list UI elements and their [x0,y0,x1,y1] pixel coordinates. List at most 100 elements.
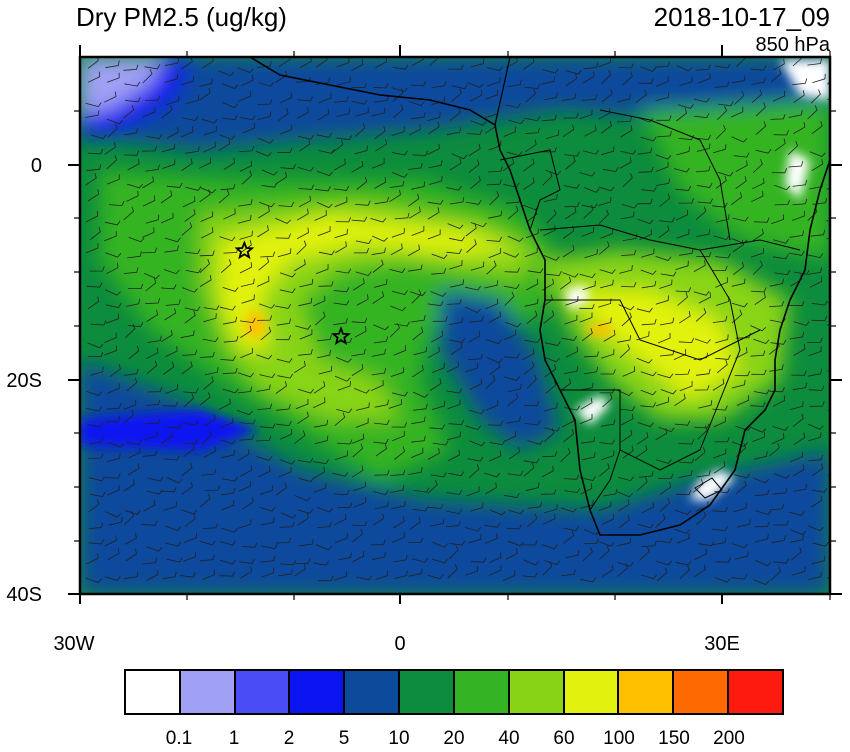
wind-barb [372,235,388,242]
wind-barb [181,158,193,172]
wind-barb [449,158,462,171]
wind-barb [353,388,370,394]
wind-barb [259,485,273,495]
wind-barb [544,341,561,346]
wind-barb [831,552,843,563]
wind-barb [619,344,630,359]
wind-barb [446,185,462,191]
wind-barb [811,487,828,493]
wind-barb [390,367,404,377]
wind-barb [126,439,142,445]
wind-barb [560,507,577,513]
wind-barb [621,312,632,327]
wind-barb [583,538,599,544]
wind-barb [160,212,174,224]
wind-barb [715,175,727,189]
wind-barb [715,277,728,288]
wind-barb [390,243,403,256]
wind-barb [316,170,333,177]
wind-barb [468,330,481,343]
colorbar-swatch-6 [454,671,510,713]
wind-barb [696,368,711,376]
wind-barb [600,419,616,427]
wind-barb [105,313,119,324]
wind-barb [789,401,804,410]
wind-barb [693,291,710,296]
wind-barb [792,78,808,86]
wind-barb [219,134,236,140]
wind-barb [299,539,314,547]
wind-barb [298,297,313,307]
wind-barb [829,440,830,442]
wind-barb [717,171,734,177]
wind-barb [565,296,579,306]
wind-barb [488,140,502,151]
wind-barb [146,133,163,139]
wind-barb [446,248,462,255]
wind-barb [89,491,106,497]
wind-barb [202,569,215,581]
wind-barb [295,398,309,410]
wind-barb [333,300,350,306]
wind-barb [163,501,177,511]
wind-barb [679,248,694,256]
wind-barb [506,151,523,156]
wind-barb [109,364,121,378]
wind-barb [808,432,822,442]
wind-barb [351,348,366,357]
wind-barb [752,431,765,442]
wind-barb [165,541,182,547]
wind-barb [127,322,144,328]
wind-barb [90,366,104,376]
wind-barb [694,423,710,429]
wind-barb [470,120,487,126]
wind-barb [771,535,786,544]
colorbar-label-2: 2 [283,728,295,749]
wind-barb [468,159,480,173]
wind-barb [413,487,430,493]
wind-barb [316,521,332,528]
wind-barb [391,126,405,136]
wind-barb [832,511,848,515]
wind-barb [279,92,292,104]
wind-barb [755,533,769,543]
wind-barb [674,420,691,426]
wind-barb [620,282,637,288]
wind-barb [239,115,256,121]
wind-barb [793,269,810,275]
wind-barb [372,513,385,526]
wind-barb [277,248,292,258]
wind-barb [409,517,421,530]
wind-barb [160,190,173,204]
wind-barb [260,555,276,563]
colorbar-label-3: 5 [338,728,350,749]
wind-barb [694,548,707,560]
wind-barb [446,388,463,394]
wind-barb [256,435,272,442]
wind-barb [256,456,273,461]
wind-barb [89,226,101,241]
wind-barb [257,61,272,68]
wind-barb [599,439,615,445]
wind-barb [237,449,250,462]
wind-barb [390,485,405,493]
wind-barb [429,378,442,391]
wind-barb [335,356,352,363]
wind-barb [260,567,274,578]
wind-barb [373,279,388,288]
wind-barb [183,438,199,445]
wind-barb [486,66,503,72]
wind-barb [277,147,293,154]
wind-barb [503,329,517,341]
wind-barb [394,446,406,460]
wind-barb [408,206,421,219]
wind-barb [641,540,657,548]
wind-barb [128,345,140,360]
wind-barb [488,247,502,259]
wind-barb [393,570,408,579]
wind-barb [807,58,822,66]
wind-barb [335,268,352,274]
wind-barb [734,90,745,105]
wind-barb [296,107,309,119]
wind-barb [182,196,196,208]
